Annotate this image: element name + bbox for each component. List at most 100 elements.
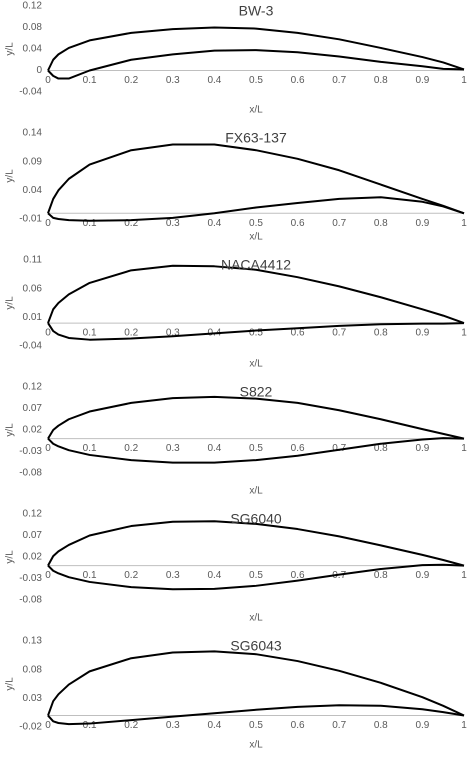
x-tick-label: 0.1 (83, 720, 97, 731)
y-axis-label: y/L (5, 42, 16, 56)
x-tick-label: 0.7 (332, 75, 346, 86)
x-tick-label: 0.3 (166, 570, 180, 581)
x-tick-label: 0.3 (166, 443, 180, 454)
x-tick-label: 0.1 (83, 328, 97, 339)
x-tick-label: 1 (461, 75, 467, 86)
x-axis-label: x/L (249, 105, 263, 116)
x-tick-label: 1 (461, 218, 467, 229)
x-axis-label: x/L (249, 486, 263, 497)
y-tick-label: 0.14 (23, 128, 43, 139)
chart-title: BW-3 (239, 3, 274, 19)
x-tick-label: 1 (461, 328, 467, 339)
x-tick-label: 0.8 (374, 328, 388, 339)
airfoil-curve (47, 520, 465, 567)
x-tick-label: 0.1 (83, 75, 97, 86)
chart-title: FX63-137 (225, 130, 287, 146)
x-tick-label: 0.6 (291, 570, 305, 581)
x-tick-label: 0.5 (249, 443, 263, 454)
x-tick-label: 0.1 (83, 218, 97, 229)
y-tick-label: 0.02 (23, 425, 43, 436)
x-tick-label: 0.6 (291, 720, 305, 731)
airfoil-curve (47, 26, 465, 71)
y-tick-label: 0.12 (23, 1, 43, 12)
y-tick-label: 0 (36, 65, 42, 76)
y-tick-label: 0.02 (23, 552, 43, 563)
x-tick-label: 0 (45, 570, 51, 581)
y-tick-label: 0.07 (23, 530, 43, 541)
y-tick-label: 0.04 (23, 44, 43, 55)
x-axis-label: x/L (249, 359, 263, 370)
y-axis-label: y/L (5, 423, 16, 437)
chart-title: SG6043 (230, 638, 282, 654)
x-tick-label: 0.6 (291, 75, 305, 86)
airfoil-curve (47, 437, 465, 464)
y-tick-label: 0.07 (23, 403, 43, 414)
x-tick-label: 0.3 (166, 75, 180, 86)
x-tick-label: 0.2 (124, 75, 138, 86)
x-tick-label: 0.9 (415, 328, 429, 339)
x-tick-label: 0.9 (415, 218, 429, 229)
airfoil-curve (47, 563, 465, 591)
x-tick-label: 0.3 (166, 218, 180, 229)
x-tick-label: 0.7 (332, 218, 346, 229)
x-tick-label: 0 (45, 328, 51, 339)
y-tick-label: 0.06 (23, 283, 43, 294)
y-tick-label: 0.12 (23, 382, 43, 393)
y-tick-label: -0.03 (19, 573, 42, 584)
x-tick-label: 0.8 (374, 443, 388, 454)
y-tick-label: -0.04 (19, 341, 42, 352)
chart-title: S822 (240, 384, 273, 400)
x-tick-label: 1 (461, 720, 467, 731)
x-tick-label: 0.2 (124, 720, 138, 731)
x-tick-label: 0.5 (249, 328, 263, 339)
x-tick-label: 0 (45, 218, 51, 229)
x-tick-label: 0.2 (124, 570, 138, 581)
chart-title: SG6040 (230, 511, 282, 527)
y-tick-label: -0.03 (19, 446, 42, 457)
x-tick-label: 0.8 (374, 570, 388, 581)
airfoil-curve (47, 264, 465, 325)
airfoil-curve (47, 395, 465, 440)
x-tick-label: 0.9 (415, 720, 429, 731)
x-tick-label: 0.5 (249, 720, 263, 731)
y-tick-label: -0.02 (19, 722, 42, 733)
y-tick-label: 0.08 (23, 22, 43, 33)
x-tick-label: 0.4 (207, 443, 221, 454)
x-tick-label: 1 (461, 570, 467, 581)
y-axis-label: y/L (5, 296, 16, 310)
x-tick-label: 1 (461, 443, 467, 454)
x-tick-label: 0.3 (166, 720, 180, 731)
x-tick-label: 0.6 (291, 218, 305, 229)
x-tick-label: 0.4 (207, 570, 221, 581)
y-tick-label: 0.08 (23, 664, 43, 675)
x-tick-label: 0.5 (249, 75, 263, 86)
x-tick-label: 0.8 (374, 720, 388, 731)
y-tick-label: 0.09 (23, 156, 43, 167)
x-tick-label: 0.1 (83, 570, 97, 581)
y-tick-label: -0.08 (19, 595, 42, 606)
airfoil-curve (47, 704, 465, 726)
x-tick-label: 0.2 (124, 218, 138, 229)
x-axis-label: x/L (249, 740, 263, 751)
airfoil-curve (47, 196, 465, 222)
x-tick-label: 0.2 (124, 328, 138, 339)
x-tick-label: 0.3 (166, 328, 180, 339)
x-tick-label: 0.4 (207, 218, 221, 229)
y-axis-label: y/L (5, 550, 16, 564)
x-tick-label: 0.9 (415, 443, 429, 454)
chart-title: NACA4412 (221, 257, 291, 273)
x-tick-label: 0.9 (415, 75, 429, 86)
x-tick-label: 0.1 (83, 443, 97, 454)
y-tick-label: 0.03 (23, 693, 43, 704)
x-tick-label: 0.5 (249, 570, 263, 581)
y-tick-label: -0.08 (19, 468, 42, 479)
x-tick-label: 0.6 (291, 443, 305, 454)
x-tick-label: 0.9 (415, 570, 429, 581)
y-axis-label: y/L (5, 677, 16, 691)
x-tick-label: 0.2 (124, 443, 138, 454)
y-tick-label: -0.01 (19, 214, 42, 225)
x-tick-label: 0.7 (332, 570, 346, 581)
y-tick-label: -0.04 (19, 87, 42, 98)
y-tick-label: 0.01 (23, 312, 43, 323)
